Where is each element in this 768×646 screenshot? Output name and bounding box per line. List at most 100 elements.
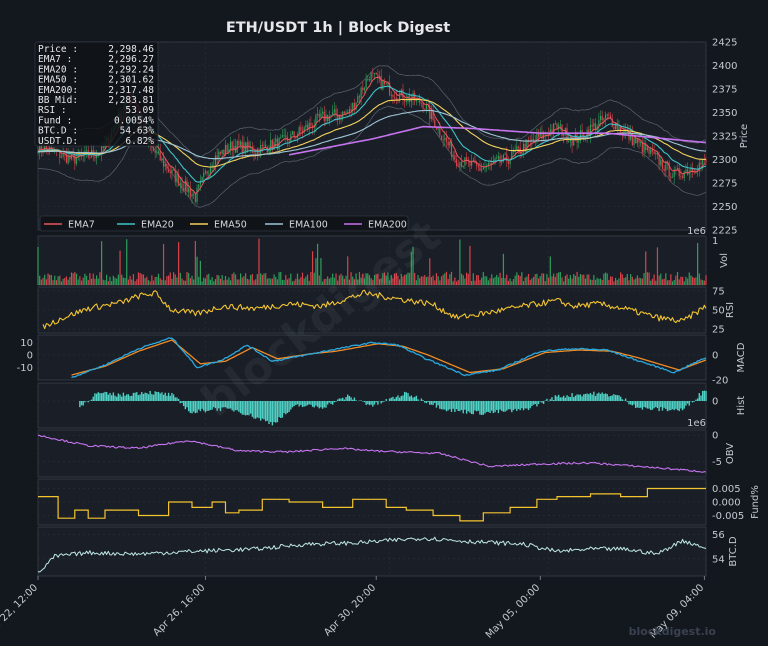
volume-bar <box>474 280 476 285</box>
volume-bar <box>87 280 89 285</box>
candle-body <box>372 72 374 74</box>
candle-body <box>206 171 208 174</box>
histogram-bar <box>208 401 210 411</box>
candle-body <box>435 127 438 130</box>
volume-bar <box>184 280 186 285</box>
volume-bar <box>517 274 520 285</box>
histogram-bar <box>656 401 659 409</box>
volume-bar <box>576 271 578 285</box>
candle-body <box>683 171 685 179</box>
volume-bar <box>306 274 309 285</box>
histogram-bar <box>325 401 327 408</box>
histogram-bar <box>546 398 548 401</box>
volume-bar <box>171 278 173 285</box>
candle-body <box>620 126 622 133</box>
histogram-bar <box>151 394 153 401</box>
histogram-bar <box>315 401 317 406</box>
candle-body <box>405 101 407 102</box>
candle-body <box>633 138 635 146</box>
histogram-bar <box>213 401 215 408</box>
histogram-bar <box>661 401 664 411</box>
histogram-bar <box>549 399 552 401</box>
candle-body <box>248 142 250 148</box>
candle-body <box>650 149 652 154</box>
histogram-bar <box>442 401 444 410</box>
volume-bar <box>234 274 237 285</box>
candle-body <box>676 168 679 170</box>
rsi-line <box>42 289 707 330</box>
candle-body <box>338 114 340 119</box>
histogram-bar <box>90 399 93 401</box>
volume-bar <box>116 278 118 285</box>
histogram-bar <box>114 395 116 401</box>
histogram-bar <box>370 401 372 405</box>
volume-bar <box>435 273 438 285</box>
obv-tick-label: 0 <box>712 431 718 442</box>
candle-body <box>353 102 356 110</box>
volume-bar <box>241 277 243 285</box>
histogram-bar <box>100 393 103 401</box>
histogram-bar <box>427 401 429 403</box>
volume-bar <box>134 281 136 285</box>
candle-body <box>476 162 478 166</box>
volume-bar <box>49 274 51 285</box>
histogram-bar <box>266 401 269 421</box>
histogram-bar <box>465 401 468 414</box>
volume-bar <box>69 277 71 285</box>
candle-body <box>316 113 319 116</box>
histogram-bar <box>449 401 451 410</box>
histogram-bar <box>271 401 274 426</box>
candle-body <box>564 128 566 135</box>
volume-bar <box>186 271 188 285</box>
histogram-bar <box>522 401 525 411</box>
histogram-bar <box>658 401 660 412</box>
volume-bar <box>387 272 389 285</box>
x-tick-label: May 05, 00:00 <box>484 582 543 641</box>
histogram-bar <box>221 401 223 408</box>
histogram-bar <box>263 401 265 420</box>
volume-bar <box>621 274 623 285</box>
candle-body <box>613 126 615 130</box>
hist-tick-label: 0 <box>712 397 718 408</box>
histogram-bar <box>593 391 595 401</box>
histogram-bar <box>643 401 645 408</box>
histogram-bar <box>233 401 235 412</box>
histogram-bar <box>355 400 357 401</box>
histogram-bar <box>226 401 228 409</box>
candle-body <box>355 102 357 110</box>
volume-bar <box>159 278 161 285</box>
volume-bar <box>203 277 205 285</box>
volume-bar <box>281 279 284 285</box>
histogram-bar <box>392 396 394 401</box>
volume-bar <box>670 274 672 285</box>
volume-bar <box>161 279 163 285</box>
histogram-bar <box>119 394 121 401</box>
candle-body <box>191 194 193 197</box>
volume-bar <box>690 275 692 285</box>
histogram-bar <box>673 401 675 411</box>
histogram-bar <box>663 401 665 408</box>
candle-body <box>512 150 515 153</box>
histogram-bar <box>691 401 694 403</box>
candle-body <box>502 154 505 162</box>
volume-bar <box>633 279 635 285</box>
volume-bar <box>626 274 628 285</box>
volume-bar <box>554 276 556 285</box>
histogram-bar <box>286 401 289 413</box>
volume-bar <box>255 279 257 285</box>
candle-body <box>569 139 571 142</box>
histogram-bar <box>507 401 510 410</box>
histogram-bar <box>670 401 672 411</box>
candle-body <box>599 115 602 121</box>
volume-bar <box>221 275 223 285</box>
volume-bar <box>579 274 582 285</box>
histogram-bar <box>598 392 600 401</box>
volume-bar <box>121 274 123 285</box>
candle-body <box>275 138 277 142</box>
volume-bar <box>362 273 364 285</box>
candle-body <box>214 155 217 165</box>
candle-body <box>251 146 253 153</box>
histogram-bar <box>338 398 341 401</box>
histogram-bar <box>367 401 369 405</box>
candle-body <box>213 164 215 166</box>
